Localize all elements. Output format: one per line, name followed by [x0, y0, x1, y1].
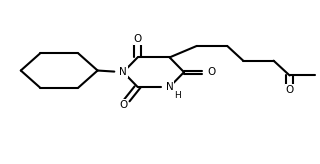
Text: O: O — [207, 67, 215, 77]
Text: H: H — [174, 92, 181, 100]
Text: N: N — [119, 67, 127, 77]
Text: O: O — [119, 100, 127, 110]
Text: O: O — [133, 34, 142, 44]
Text: N: N — [166, 82, 173, 92]
Text: O: O — [285, 85, 294, 95]
